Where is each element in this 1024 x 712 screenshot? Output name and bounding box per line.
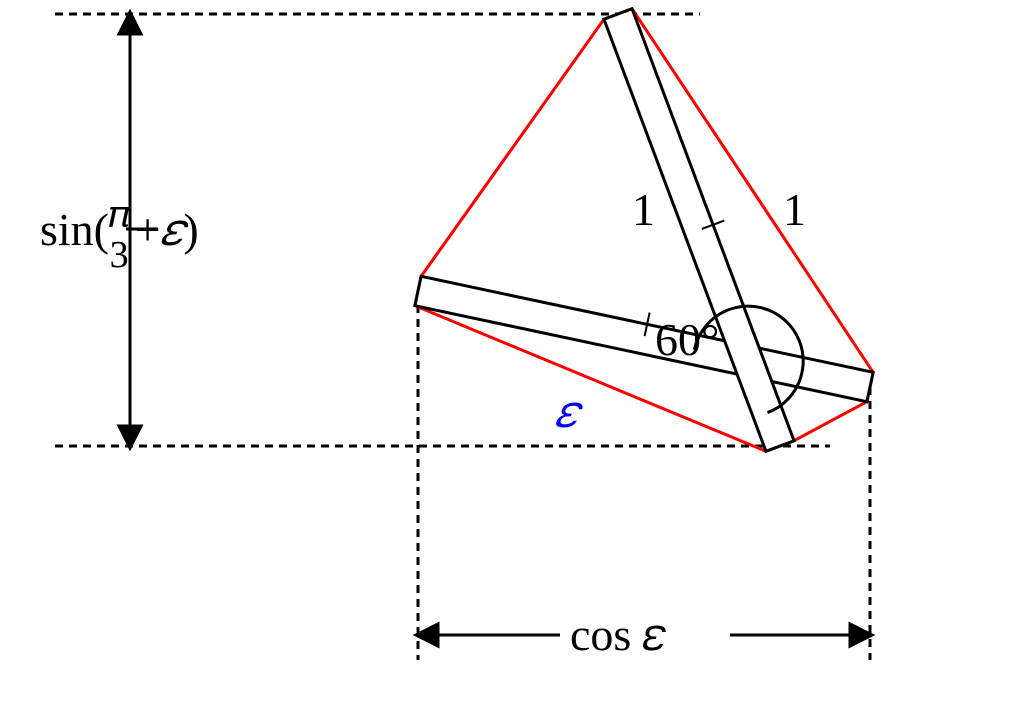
epsilon-label: 𝜀 — [555, 386, 584, 437]
sin-expr-label: sin(𝜋3+𝜀) — [40, 194, 199, 276]
length-label-1a: 1 — [632, 184, 655, 235]
cos-eps-label: cos 𝜀 — [570, 609, 666, 660]
bar-1 — [415, 276, 873, 401]
length-label-1b: 1 — [783, 184, 806, 235]
angle-60-label: 60° — [655, 314, 719, 365]
